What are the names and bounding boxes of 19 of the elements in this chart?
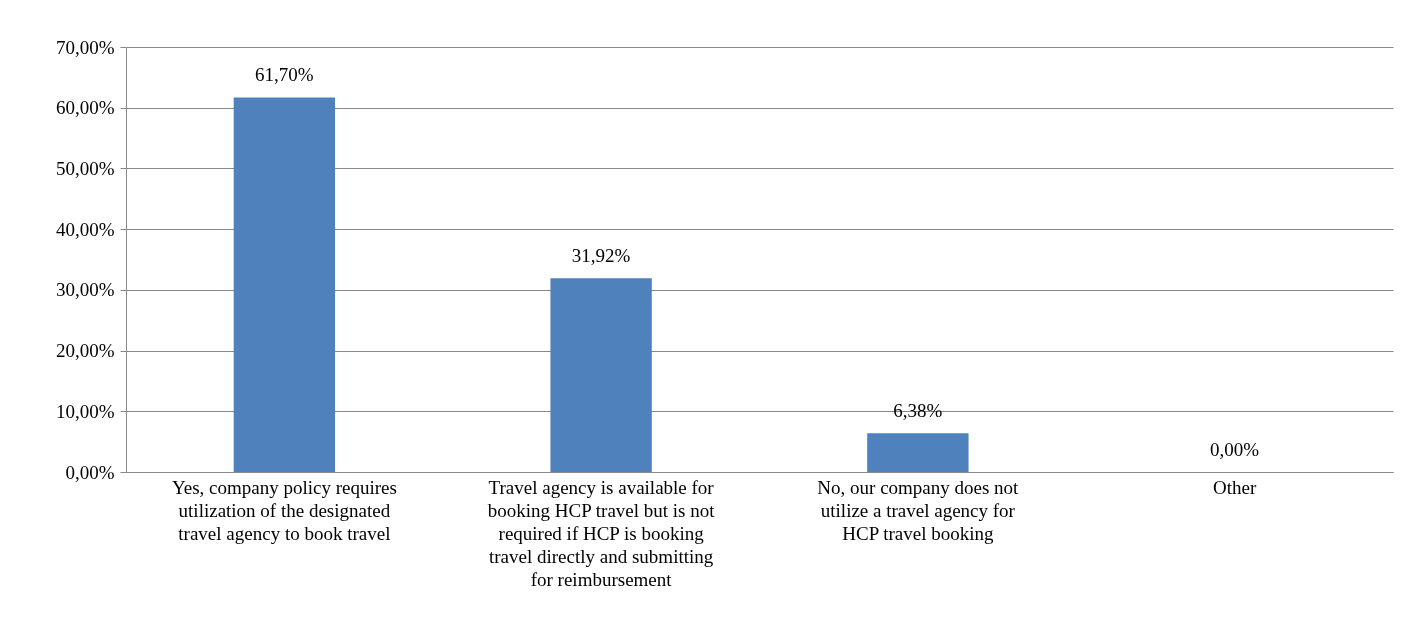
y-tick-label: 30,00% [55, 279, 115, 301]
data-label: 61,70% [255, 64, 314, 86]
x-tick-label: No, our company does not utilize a travel agency for HCP travel booking [817, 476, 1020, 544]
y-tick-label: 0,00% [65, 461, 115, 483]
data-label: 31,92% [571, 245, 631, 267]
data-label: 6,38% [893, 400, 943, 422]
x-tick-label: Yes, company policy requires utilization of the designated travel agency to book travel [171, 476, 397, 544]
y-tick-label: 60,00% [55, 97, 115, 119]
y-tick-label: 20,00% [55, 340, 115, 362]
y-tick-label: 70,00% [55, 36, 115, 58]
y-tick-label: 10,00% [55, 400, 115, 422]
data-label: 0,00% [1210, 439, 1260, 460]
bar [233, 97, 336, 472]
x-tick-label: Travel agency is available for booking HCP travel but is not required if HCP is booking travel directly and submitting for reimbursement [487, 476, 716, 590]
x-tick-label: Other [1212, 476, 1257, 498]
y-tick-label: 50,00% [55, 157, 115, 179]
y-tick-label: 40,00% [55, 218, 115, 240]
bar [867, 433, 969, 472]
bar [550, 278, 652, 472]
